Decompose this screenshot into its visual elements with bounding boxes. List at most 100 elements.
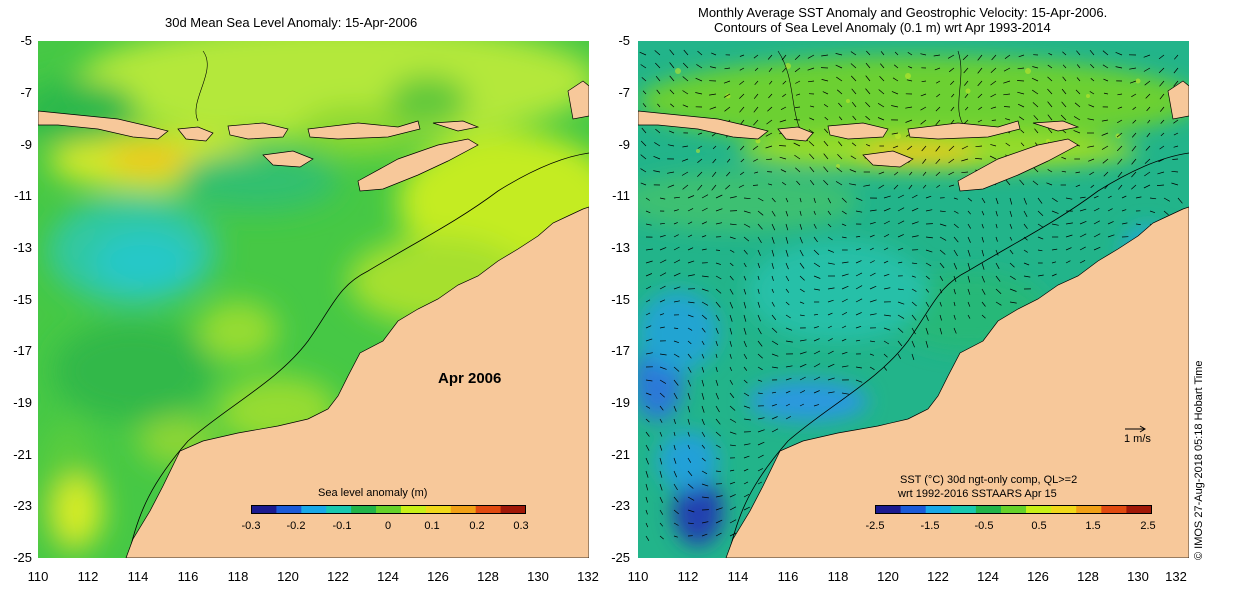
velocity-arrow	[729, 288, 734, 295]
velocity-arrow	[715, 314, 720, 322]
velocity-arrow	[1107, 221, 1114, 225]
velocity-arrow	[715, 507, 723, 511]
velocity-arrow	[1089, 49, 1095, 56]
velocity-arrow	[1032, 102, 1039, 108]
velocity-arrow	[1088, 158, 1095, 162]
velocity-arrow	[1003, 67, 1011, 72]
velocity-arrow	[823, 140, 829, 147]
velocity-arrow	[687, 260, 695, 264]
velocity-arrow	[893, 184, 899, 190]
velocity-arrow	[1047, 169, 1053, 173]
left-colorbar-title: Sea level anomaly (m)	[318, 487, 428, 499]
velocity-arrow	[827, 312, 833, 316]
bali-lombok-islands	[177, 126, 214, 142]
velocity-arrow	[669, 49, 675, 56]
lon-tick-label: 118	[827, 569, 849, 584]
velocity-arrow	[739, 106, 745, 113]
velocity-arrow	[712, 158, 717, 164]
velocity-arrow	[771, 249, 775, 257]
velocity-arrow	[757, 197, 764, 202]
velocity-arrow	[813, 275, 821, 279]
velocity-arrow	[653, 170, 661, 173]
velocity-arrow	[781, 182, 787, 186]
velocity-arrow	[709, 93, 717, 96]
velocity-arrow	[883, 260, 889, 264]
velocity-arrow	[836, 76, 843, 82]
right-colorbar	[875, 505, 1152, 514]
velocity-arrow	[1023, 249, 1028, 253]
velocity-arrow	[1156, 184, 1165, 186]
velocity-arrow	[1144, 158, 1151, 164]
velocity-arrow	[838, 116, 843, 121]
velocity-arrow	[794, 154, 801, 160]
wetar-island	[432, 120, 480, 132]
velocity-arrow	[757, 429, 765, 433]
velocity-arrow	[757, 417, 765, 420]
velocity-arrow	[687, 392, 691, 400]
velocity-arrow	[659, 470, 663, 478]
velocity-arrow	[1089, 171, 1095, 176]
velocity-arrow	[769, 80, 773, 85]
velocity-arrow	[1005, 142, 1011, 147]
velocity-arrow	[939, 327, 943, 335]
velocity-arrow	[892, 145, 899, 149]
velocity-arrow	[725, 184, 731, 190]
velocity-arrow	[715, 431, 721, 437]
velocity-arrow	[1065, 247, 1072, 251]
velocity-arrow	[1047, 88, 1053, 95]
velocity-arrow	[771, 275, 774, 281]
velocity-arrow	[1047, 128, 1053, 134]
velocity-arrow	[939, 262, 945, 269]
velocity-arrow	[995, 236, 998, 242]
velocity-arrow	[794, 67, 801, 73]
velocity-arrow	[990, 93, 997, 98]
velocity-arrow	[1017, 80, 1025, 82]
velocity-arrow	[1023, 262, 1030, 266]
velocity-arrow	[753, 93, 759, 99]
lon-tick-label: 114	[127, 569, 149, 584]
velocity-arrow	[897, 340, 903, 347]
velocity-arrow	[883, 273, 890, 277]
velocity-arrow	[869, 366, 875, 371]
velocity-arrow	[701, 457, 706, 462]
velocity-arrow	[659, 496, 663, 503]
lat-tick-label: -11	[612, 188, 630, 203]
velocity-arrow	[795, 80, 801, 84]
left-colorbar-tick: 0.1	[424, 520, 440, 532]
velocity-arrow	[1009, 197, 1013, 205]
velocity-arrow	[1121, 222, 1128, 225]
velocity-arrow	[990, 67, 997, 74]
sea-level-anomaly-map-svg	[38, 41, 589, 558]
velocity-arrow	[1107, 208, 1113, 212]
velocity-arrow	[1117, 106, 1123, 109]
velocity-arrow	[655, 75, 661, 82]
velocity-arrow	[948, 158, 955, 164]
velocity-arrow	[1062, 76, 1067, 82]
velocity-arrow	[723, 80, 731, 84]
sea-level-anomaly-map[interactable]	[38, 41, 589, 558]
velocity-arrow	[1101, 145, 1109, 150]
velocity-arrow	[799, 339, 807, 342]
velocity-arrow	[695, 92, 703, 95]
sst-anomaly-map[interactable]	[638, 41, 1189, 558]
velocity-arrow	[771, 327, 778, 333]
velocity-arrow	[687, 457, 692, 463]
velocity-arrow	[990, 80, 997, 86]
velocity-arrow	[851, 142, 857, 147]
velocity-arrow	[799, 223, 803, 230]
velocity-arrow	[654, 142, 661, 147]
velocity-arrow	[936, 184, 941, 188]
velocity-arrow	[1075, 171, 1081, 174]
velocity-arrow	[1149, 197, 1157, 200]
velocity-arrow	[785, 197, 789, 203]
velocity-arrow	[1117, 171, 1123, 178]
velocity-arrow	[1009, 275, 1016, 280]
velocity-arrow	[850, 63, 857, 69]
colorbar-swatch	[301, 505, 327, 514]
velocity-arrow	[1017, 67, 1025, 70]
velocity-arrow	[863, 184, 871, 187]
velocity-arrow	[739, 67, 745, 71]
velocity-arrow	[813, 404, 820, 407]
velocity-arrow	[659, 405, 664, 411]
velocity-arrow	[953, 249, 958, 257]
